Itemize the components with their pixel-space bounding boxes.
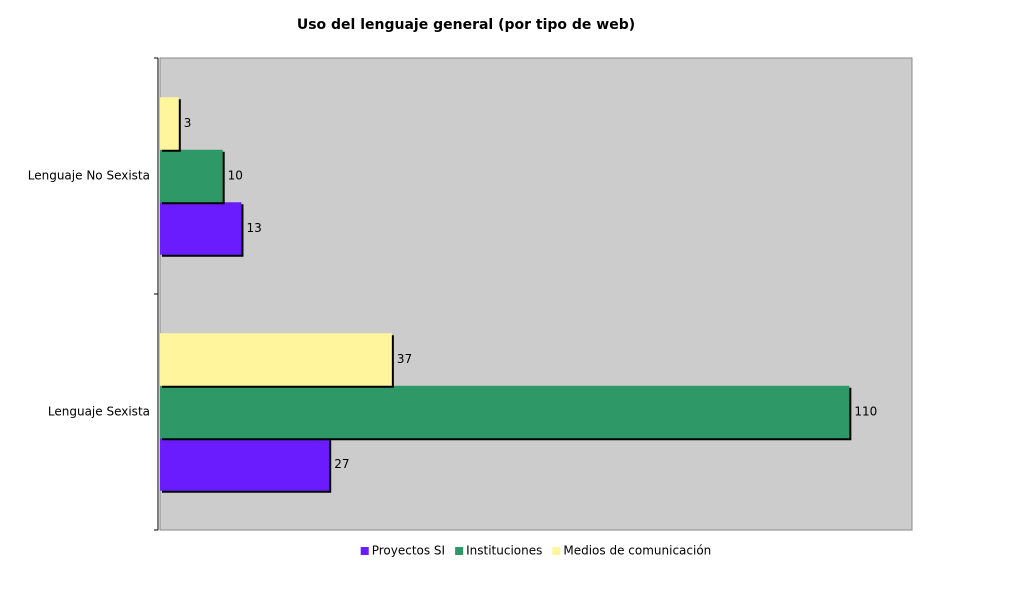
legend-swatch	[360, 547, 369, 555]
data-label: 13	[246, 221, 261, 235]
bar	[160, 149, 223, 203]
legend-label: Medios de comunicación	[563, 544, 711, 558]
data-label: 10	[228, 169, 243, 183]
bar	[160, 333, 392, 386]
legend-label: Proyectos SI	[372, 544, 445, 558]
y-tick-label: Lenguaje No Sexista	[28, 169, 150, 183]
data-label: 3	[184, 116, 192, 130]
legend-swatch	[552, 547, 561, 555]
y-tick-label: Lenguaje Sexista	[48, 405, 150, 419]
chart-title: Uso del lenguaje general (por tipo de we…	[297, 17, 635, 33]
legend-label: Instituciones	[466, 544, 542, 558]
bar	[160, 385, 850, 439]
bar	[160, 97, 179, 150]
bar	[160, 202, 242, 255]
data-label: 27	[334, 457, 349, 471]
legend-swatch	[455, 547, 464, 555]
data-label: 37	[397, 352, 412, 366]
bar	[160, 438, 330, 491]
data-label: 110	[854, 405, 877, 419]
